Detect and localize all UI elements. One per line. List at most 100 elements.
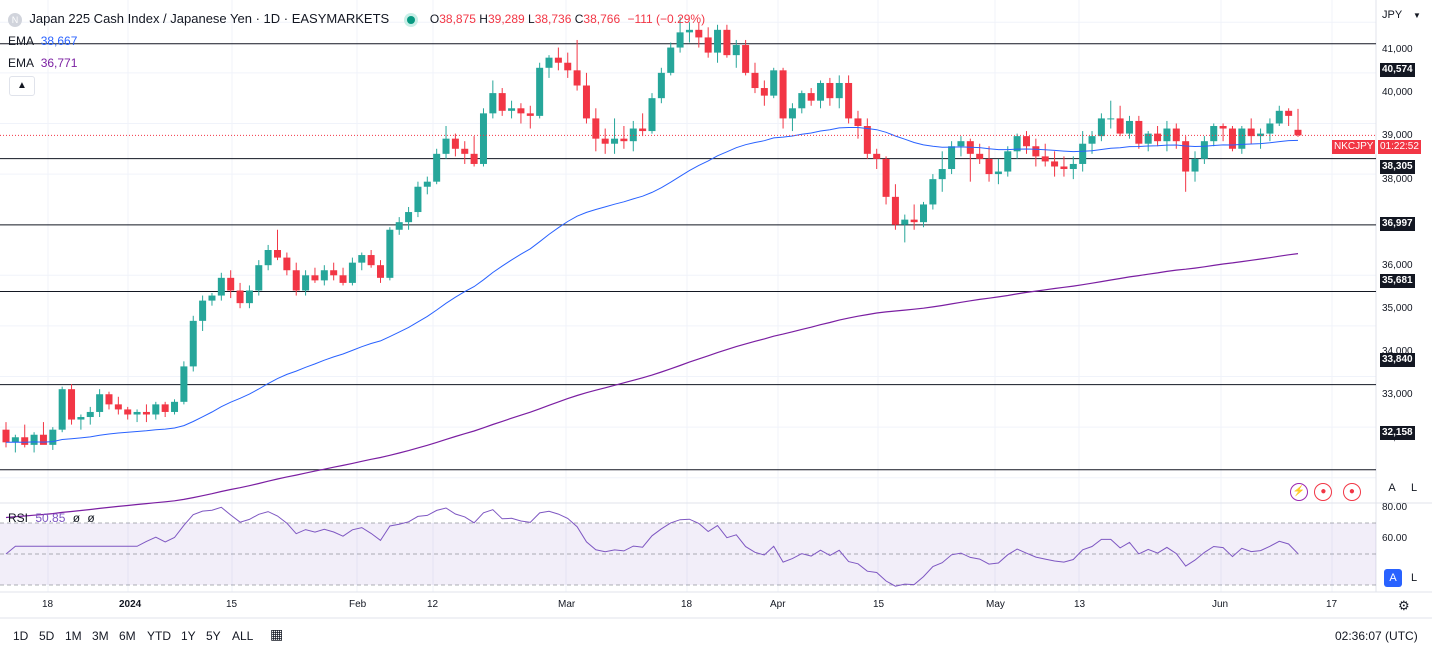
alert-icons[interactable]: ⚡ ● ● xyxy=(1290,481,1361,501)
candle-body xyxy=(938,169,946,180)
price-tick: 41,000 xyxy=(1382,44,1413,55)
time-tick: Jun xyxy=(1212,599,1229,610)
candle-body xyxy=(582,85,590,119)
candle-body xyxy=(470,153,478,164)
candle-body xyxy=(367,255,375,266)
candle-body xyxy=(171,401,179,412)
candle-body xyxy=(433,153,441,182)
candle-body xyxy=(1247,128,1255,137)
candle-body xyxy=(508,108,516,111)
currency-selector[interactable]: JPY ▼ xyxy=(1382,9,1421,21)
candle-body xyxy=(1032,146,1040,157)
candle-body xyxy=(554,57,562,63)
candle-body xyxy=(11,437,19,443)
candle-body xyxy=(1125,120,1133,134)
record-icon[interactable]: ● xyxy=(1342,483,1361,501)
ema-slow-line xyxy=(5,253,1299,519)
candle-body xyxy=(199,300,207,321)
candle-body xyxy=(1238,128,1246,149)
candle-body xyxy=(423,181,431,187)
rsi-auto-button[interactable]: A xyxy=(1384,569,1402,587)
timeframe-5d[interactable]: 5D xyxy=(39,629,55,643)
auto-scale-button[interactable]: A xyxy=(1388,482,1396,494)
ema-slow-legend[interactable]: EMA 36,771 xyxy=(8,56,78,70)
timeframe-3m[interactable]: 3M xyxy=(92,629,109,643)
timeframe-6m[interactable]: 6M xyxy=(119,629,136,643)
timeframe-1y[interactable]: 1Y xyxy=(181,629,196,643)
symbol-badge-icon: N xyxy=(8,12,22,27)
timeframe-1d[interactable]: 1D xyxy=(13,629,29,643)
symbol-legend[interactable]: N Japan 225 Cash Index / Japanese Yen · … xyxy=(8,11,705,27)
timeframe-ytd[interactable]: YTD xyxy=(147,629,171,643)
candle-body xyxy=(901,219,909,225)
log-scale-button[interactable]: L xyxy=(1410,482,1418,494)
candle-body xyxy=(348,262,356,283)
candle-body xyxy=(620,138,628,142)
candle-body xyxy=(732,45,740,56)
candle-body xyxy=(1285,110,1293,116)
candle-body xyxy=(573,70,581,86)
candle-body xyxy=(526,113,534,116)
time-tick: May xyxy=(986,599,1005,610)
candle-body xyxy=(302,275,310,291)
candle-body xyxy=(1266,123,1274,134)
time-tick: 15 xyxy=(873,599,885,610)
candle-body xyxy=(910,219,918,223)
candle-body xyxy=(845,82,853,119)
candle-body xyxy=(152,404,160,415)
candle-body xyxy=(217,277,225,296)
date-range-calendar-icon[interactable]: ▦ xyxy=(270,626,284,642)
candle-body xyxy=(1013,136,1021,152)
rsi-line xyxy=(5,506,1299,587)
candle-body xyxy=(751,72,759,89)
level-label: 32,158 xyxy=(1380,426,1415,440)
countdown-tag: 01:22:52 xyxy=(1378,140,1421,154)
candle-body xyxy=(891,196,899,225)
settings-gear-icon[interactable]: ⚙ xyxy=(1398,598,1410,613)
candle-body xyxy=(1116,118,1124,134)
candle-body xyxy=(227,277,235,291)
candle-body xyxy=(1041,156,1049,162)
candle-body xyxy=(1182,141,1190,172)
candle-body xyxy=(30,434,38,445)
candle-body xyxy=(283,257,291,271)
price-tick: 38,000 xyxy=(1382,174,1413,185)
lightning-icon[interactable]: ⚡ xyxy=(1290,483,1308,501)
utc-clock[interactable]: 02:36:07 (UTC) xyxy=(1335,629,1418,643)
symbol-title[interactable]: Japan 225 Cash Index / Japanese Yen · 1D… xyxy=(29,11,390,26)
timeframe-5y[interactable]: 5Y xyxy=(206,629,221,643)
collapse-legend-button[interactable]: ▲ xyxy=(9,76,35,96)
candle-body xyxy=(536,67,544,116)
candle-body xyxy=(817,82,825,101)
rsi-legend[interactable]: RSI 50.85 ø ø xyxy=(8,511,95,525)
candle-body xyxy=(723,29,731,56)
candle-body xyxy=(461,148,469,154)
candle-body xyxy=(1191,158,1199,172)
candle-body xyxy=(601,138,609,144)
candle-body xyxy=(124,409,132,415)
candle-body xyxy=(676,32,684,48)
record-icon[interactable]: ● xyxy=(1314,483,1333,501)
level-label: 36,997 xyxy=(1380,217,1415,231)
ema-fast-legend[interactable]: EMA 38,667 xyxy=(8,34,78,48)
candle-body xyxy=(1097,118,1105,137)
candle-body xyxy=(760,88,768,96)
rsi-tick: 80.00 xyxy=(1382,502,1408,513)
candle-body xyxy=(358,255,366,263)
candle-body xyxy=(498,93,506,111)
rsi-log-button[interactable]: L xyxy=(1410,572,1418,584)
timeframe-all[interactable]: ALL xyxy=(232,629,254,643)
timeframe-1m[interactable]: 1M xyxy=(65,629,82,643)
candle-body xyxy=(58,389,66,430)
candle-body xyxy=(957,141,965,147)
candle-body xyxy=(339,275,347,283)
candle-body xyxy=(1135,120,1143,144)
candle-body xyxy=(1079,143,1087,164)
level-label: 38,305 xyxy=(1380,160,1415,174)
time-tick: Feb xyxy=(349,599,367,610)
candle-body xyxy=(648,98,656,132)
candle-body xyxy=(479,113,487,164)
candle-body xyxy=(1022,136,1030,147)
candle-body xyxy=(236,290,244,304)
